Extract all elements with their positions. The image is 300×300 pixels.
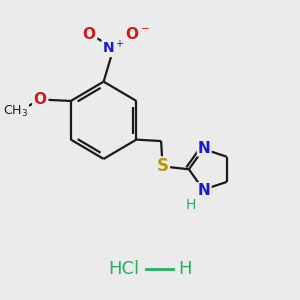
Text: H: H	[178, 260, 192, 278]
Text: CH$_3$: CH$_3$	[3, 104, 28, 119]
Text: $\mathbf{O}$: $\mathbf{O}$	[82, 26, 96, 42]
Text: N: N	[198, 141, 211, 156]
Text: N: N	[198, 183, 211, 198]
Text: $\mathbf{N}^+$: $\mathbf{N}^+$	[103, 39, 125, 56]
Text: $\mathbf{S}$: $\mathbf{S}$	[156, 157, 169, 175]
Text: $\mathbf{O}$: $\mathbf{O}$	[33, 92, 47, 107]
Text: HCl: HCl	[108, 260, 140, 278]
Text: H: H	[186, 197, 196, 212]
Text: $\mathbf{O}^-$: $\mathbf{O}^-$	[124, 26, 150, 42]
